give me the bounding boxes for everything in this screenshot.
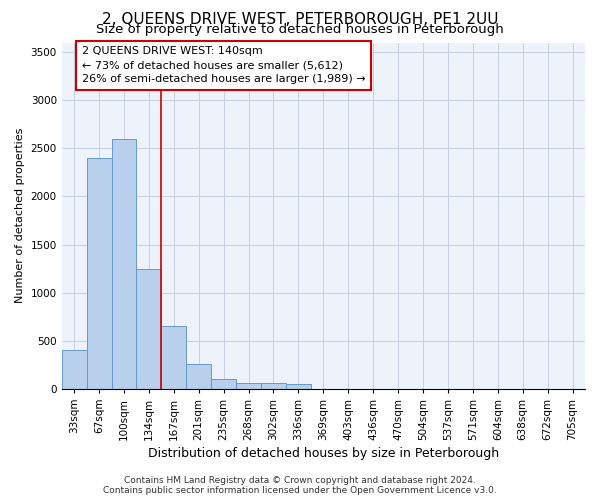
Text: Contains HM Land Registry data © Crown copyright and database right 2024.
Contai: Contains HM Land Registry data © Crown c… bbox=[103, 476, 497, 495]
X-axis label: Distribution of detached houses by size in Peterborough: Distribution of detached houses by size … bbox=[148, 447, 499, 460]
Text: Size of property relative to detached houses in Peterborough: Size of property relative to detached ho… bbox=[96, 22, 504, 36]
Bar bbox=[286, 384, 311, 389]
Bar bbox=[62, 350, 86, 389]
Y-axis label: Number of detached properties: Number of detached properties bbox=[15, 128, 25, 304]
Bar bbox=[261, 383, 286, 389]
Bar bbox=[112, 138, 136, 389]
Bar bbox=[86, 158, 112, 389]
Text: 2, QUEENS DRIVE WEST, PETERBOROUGH, PE1 2UU: 2, QUEENS DRIVE WEST, PETERBOROUGH, PE1 … bbox=[102, 12, 498, 28]
Text: 2 QUEENS DRIVE WEST: 140sqm
← 73% of detached houses are smaller (5,612)
26% of : 2 QUEENS DRIVE WEST: 140sqm ← 73% of det… bbox=[82, 46, 365, 84]
Bar bbox=[236, 383, 261, 389]
Bar bbox=[161, 326, 186, 389]
Bar bbox=[211, 380, 236, 389]
Bar bbox=[136, 268, 161, 389]
Bar bbox=[186, 364, 211, 389]
